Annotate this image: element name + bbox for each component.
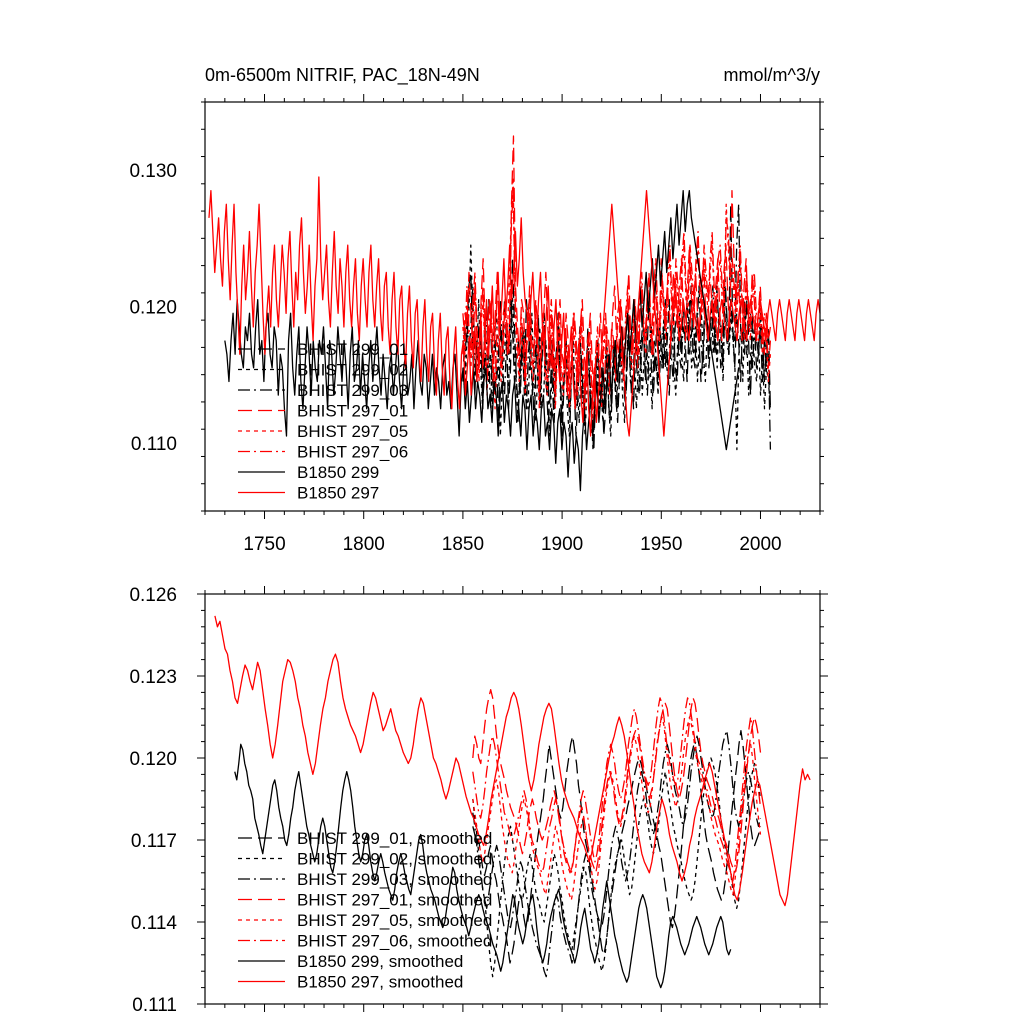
legend-label-7: B1850 297, smoothed (297, 973, 463, 992)
plot-frame (204, 101, 821, 512)
axis-ticks: 1750 1800 1850 1900 1950 2000 0.110 0.120 0.130 (129, 94, 824, 555)
series-line-7 (214, 615, 811, 907)
series-line-0 (462, 203, 772, 451)
legend-label-5: BHIST 297_06, smoothed (297, 932, 492, 951)
legend-label-7: B1850 297 (297, 484, 379, 503)
legend-label-4: BHIST 297_05, smoothed (297, 911, 492, 930)
y-tick-label: 0.120 (129, 749, 177, 770)
y-tick-label: 0.111 (132, 995, 177, 1016)
series-line-2 (472, 730, 762, 978)
y-tick-label: 0.117 (131, 831, 177, 852)
legend-label-1: BHIST 299_02 (297, 361, 408, 380)
legend-label-0: BHIST 299_01 (297, 340, 408, 359)
y-tick-label: 0.120 (129, 298, 177, 319)
legend-label-6: B1850 299, smoothed (297, 952, 463, 971)
y-tick-label: 0.130 (129, 161, 177, 182)
x-tick-label: 1750 (243, 534, 285, 555)
legend: BHIST 299_01, smoothed BHIST 299_02, smoo… (238, 829, 492, 992)
units-label: mmol/m^3/y (724, 65, 820, 85)
x-tick-label: 1850 (442, 534, 484, 555)
series-lines (214, 615, 811, 989)
series-line-7 (208, 176, 821, 437)
legend-label-5: BHIST 297_06 (297, 443, 408, 462)
series-line-5 (472, 697, 762, 882)
x-tick-label: 1800 (343, 534, 385, 555)
top-panel: 0m-6500m NITRIF, PAC_18N-49N mmol/m^3/y … (129, 65, 824, 555)
series-line-5 (462, 189, 772, 410)
legend-label-3: BHIST 297_01 (297, 402, 408, 421)
legend-label-3: BHIST 297_01, smoothed (297, 891, 492, 910)
legend-label-6: B1850 299 (297, 463, 379, 482)
y-tick-label: 0.126 (129, 585, 177, 606)
series-lines (208, 135, 821, 492)
plot-frame (204, 593, 821, 1005)
panel-title: 0m-6500m NITRIF, PAC_18N-49N (205, 65, 480, 86)
legend-label-0: BHIST 299_01, smoothed (297, 829, 492, 848)
series-line-6 (224, 189, 740, 492)
series-line-6 (234, 743, 732, 989)
axis-ticks: 0.111 0.114 0.117 0.120 0.123 0.126 (129, 585, 828, 1016)
legend-label-1: BHIST 299_02, smoothed (297, 850, 492, 869)
series-line-1 (472, 757, 762, 978)
series-line-3 (472, 689, 762, 874)
y-tick-label: 0.123 (129, 667, 177, 688)
x-tick-label: 2000 (739, 534, 781, 555)
legend-label-2: BHIST 299_03 (297, 381, 408, 400)
y-tick-label: 0.114 (131, 913, 178, 934)
x-tick-label: 1950 (640, 534, 682, 555)
legend-label-4: BHIST 297_05 (297, 422, 408, 441)
y-tick-label: 0.110 (131, 434, 177, 455)
bottom-panel: 0.111 0.114 0.117 0.120 0.123 0.126 BHIST 299… (129, 585, 828, 1016)
legend-label-2: BHIST 299_03, smoothed (297, 870, 492, 889)
x-tick-label: 1900 (541, 534, 583, 555)
